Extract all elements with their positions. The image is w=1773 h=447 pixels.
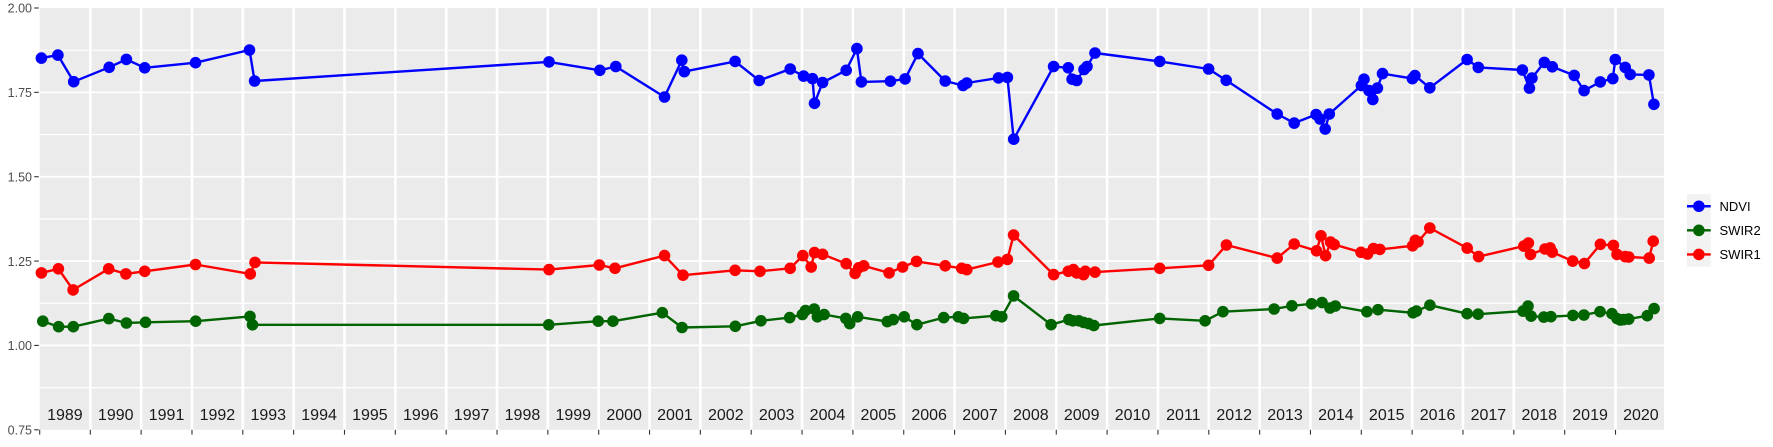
svg-text:1.00: 1.00 [8,339,32,353]
svg-text:2008: 2008 [1013,407,1049,424]
svg-text:SWIR2: SWIR2 [1720,223,1761,238]
svg-text:2016: 2016 [1420,407,1456,424]
svg-text:2003: 2003 [759,407,795,424]
svg-text:1.50: 1.50 [8,170,32,184]
svg-text:2004: 2004 [810,407,846,424]
svg-text:1989: 1989 [47,407,83,424]
svg-text:2010: 2010 [1115,407,1151,424]
svg-text:1998: 1998 [505,407,541,424]
svg-text:2.00: 2.00 [8,2,32,16]
svg-text:2009: 2009 [1064,407,1100,424]
svg-text:2015: 2015 [1369,407,1405,424]
svg-text:1993: 1993 [250,407,286,424]
svg-text:2013: 2013 [1267,407,1303,424]
svg-text:1.25: 1.25 [8,255,32,269]
svg-text:2012: 2012 [1216,407,1252,424]
svg-text:2005: 2005 [861,407,897,424]
svg-text:1994: 1994 [301,407,337,424]
svg-text:2011: 2011 [1166,407,1201,424]
svg-text:2001: 2001 [657,407,693,424]
svg-text:1999: 1999 [555,407,591,424]
svg-text:2020: 2020 [1623,407,1659,424]
svg-text:1990: 1990 [98,407,134,424]
svg-text:1996: 1996 [403,407,439,424]
svg-text:2019: 2019 [1572,407,1608,424]
svg-text:2014: 2014 [1318,407,1354,424]
svg-text:2006: 2006 [911,407,947,424]
svg-text:2017: 2017 [1471,407,1507,424]
svg-text:NDVI: NDVI [1720,199,1751,214]
svg-text:1991: 1991 [149,407,185,424]
svg-text:2007: 2007 [962,407,998,424]
svg-text:0.75: 0.75 [8,424,32,438]
svg-text:SWIR1: SWIR1 [1720,247,1761,262]
svg-text:2000: 2000 [606,407,642,424]
svg-text:1992: 1992 [200,407,236,424]
svg-text:1.75: 1.75 [8,86,32,100]
svg-text:2018: 2018 [1521,407,1557,424]
svg-text:1995: 1995 [352,407,388,424]
svg-text:2002: 2002 [708,407,744,424]
svg-text:1997: 1997 [454,407,490,424]
